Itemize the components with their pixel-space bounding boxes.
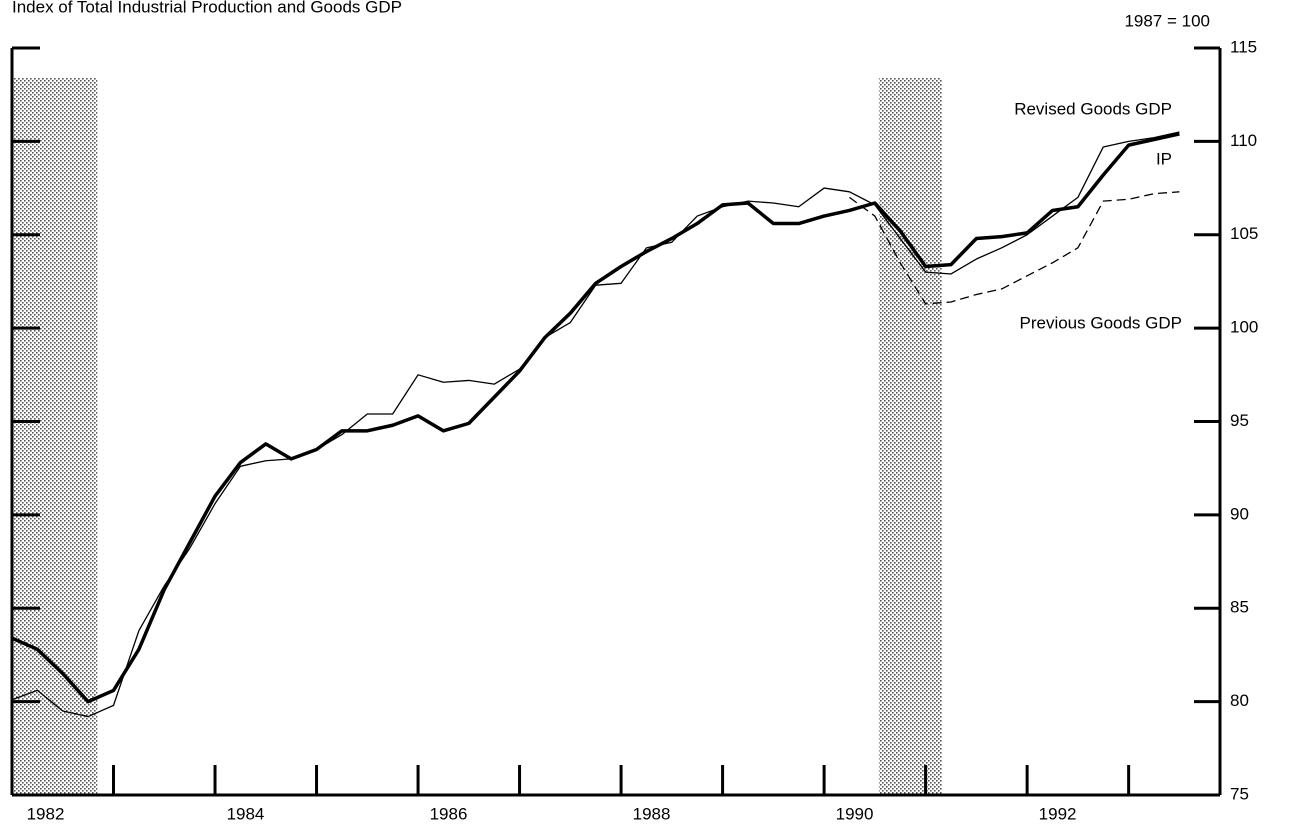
- series-label: Previous Goods GDP: [1019, 313, 1182, 332]
- x-tick-label: 1988: [633, 804, 671, 823]
- recession-shade: [878, 78, 942, 795]
- y-tick-label: 115: [1230, 37, 1257, 56]
- series-label: Revised Goods GDP: [1014, 99, 1172, 118]
- y-tick-label: 110: [1230, 131, 1257, 150]
- y-tick-label: 85: [1230, 598, 1249, 617]
- series-label: IP: [1156, 149, 1172, 168]
- y-tick-label: 100: [1230, 318, 1258, 337]
- recession-shade: [12, 78, 98, 795]
- y-tick-label: 90: [1230, 504, 1249, 523]
- x-tick-label: 1984: [227, 804, 265, 823]
- series-line: [11, 131, 1180, 718]
- x-tick-label: 1986: [430, 804, 468, 823]
- unit-label: 1987 = 100: [1124, 11, 1210, 30]
- x-tick-label: 1992: [1039, 804, 1077, 823]
- x-tick-label: 1982: [27, 804, 65, 823]
- y-tick-label: 80: [1230, 691, 1249, 710]
- series-line: [849, 191, 1180, 305]
- chart-title: Index of Total Industrial Production and…: [12, 0, 402, 16]
- series-line: [11, 132, 1180, 704]
- y-tick-label: 75: [1230, 784, 1249, 803]
- y-tick-label: 105: [1230, 224, 1258, 243]
- x-tick-label: 1990: [836, 804, 874, 823]
- y-tick-label: 95: [1230, 411, 1249, 430]
